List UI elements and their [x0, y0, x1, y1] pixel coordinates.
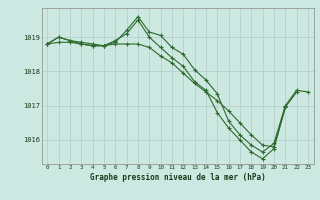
X-axis label: Graphe pression niveau de la mer (hPa): Graphe pression niveau de la mer (hPa) — [90, 173, 266, 182]
